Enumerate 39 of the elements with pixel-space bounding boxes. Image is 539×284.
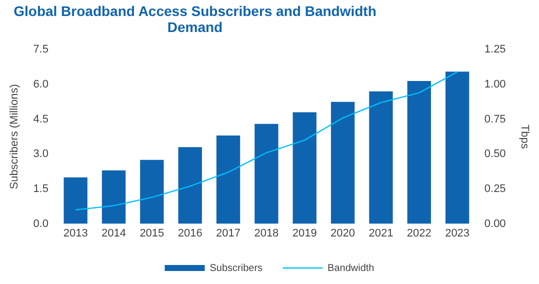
x-tick-label: 2020 xyxy=(330,227,356,240)
y2-tick-label: 0.75 xyxy=(484,113,506,126)
bar xyxy=(407,80,431,224)
y2-tick-label: 0.00 xyxy=(484,218,506,230)
y-axis-title: Subscribers (Millions) xyxy=(8,84,21,190)
bar xyxy=(140,160,164,224)
x-tick-label: 2015 xyxy=(140,227,164,240)
y-tick-label: 4.5 xyxy=(33,113,48,126)
x-tick-label: 2017 xyxy=(216,227,241,240)
y-tick-label: 0.0 xyxy=(33,218,48,230)
x-tick-label: 2022 xyxy=(406,227,432,240)
bar xyxy=(178,147,202,224)
y2-tick-label: 1.25 xyxy=(484,44,506,56)
x-tick-label: 2016 xyxy=(178,227,202,240)
x-tick-label: 2019 xyxy=(292,227,317,240)
bar xyxy=(292,112,316,224)
x-tick-label: 2021 xyxy=(368,227,394,240)
bar xyxy=(330,102,355,224)
bar xyxy=(102,170,126,224)
y2-tick-label: 1.00 xyxy=(484,78,506,90)
y-tick-label: 1.5 xyxy=(33,182,48,195)
legend-label: Subscribers xyxy=(210,262,263,274)
bar xyxy=(64,177,88,224)
y-tick-label: 3.0 xyxy=(33,148,48,160)
bar xyxy=(254,124,278,224)
y2-axis-title: Tbps xyxy=(518,124,530,150)
y2-tick-label: 0.50 xyxy=(484,148,506,160)
legend-label: Bandwidth xyxy=(328,262,374,274)
x-tick-label: 2013 xyxy=(63,227,88,240)
x-tick-label: 2014 xyxy=(102,227,126,240)
bar xyxy=(216,136,240,224)
y-tick-label: 6.0 xyxy=(33,78,48,90)
y2-tick-label: 0.25 xyxy=(484,182,506,195)
bar xyxy=(445,72,470,224)
chart-title: Global Broadband Access Subscribers and Bandwidth Demand xyxy=(12,2,378,35)
bar xyxy=(369,91,393,224)
y-tick-label: 7.5 xyxy=(33,44,48,56)
x-tick-label: 2023 xyxy=(445,227,470,240)
x-tick-label: 2018 xyxy=(254,227,279,240)
